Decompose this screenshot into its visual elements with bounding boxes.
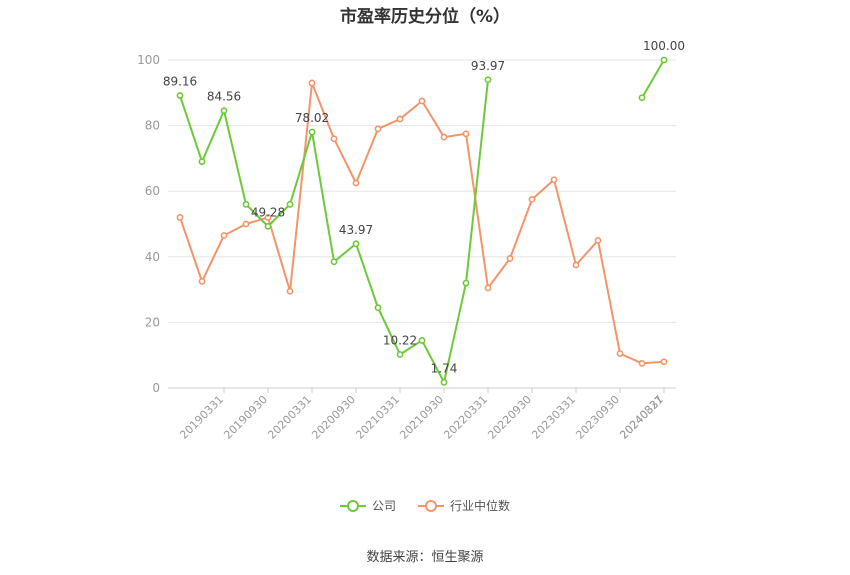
chart-title: 市盈率历史分位（%） (339, 7, 511, 27)
legend-item-industry-median[interactable]: 行业中位数 (418, 497, 510, 514)
data-point-company (660, 56, 668, 64)
data-point-industry-median (330, 135, 338, 143)
data-point-company (374, 304, 382, 312)
data-point-industry-median (176, 214, 184, 221)
data-point-industry-median (308, 79, 316, 87)
data-point-company (330, 258, 338, 266)
data-point-company (198, 158, 206, 166)
data-point-industry-median (484, 284, 492, 292)
data-point-company (352, 240, 360, 248)
x-tick-label: 20200930 (309, 393, 358, 442)
data-label: 100.00 (643, 39, 685, 53)
data-point-company (176, 92, 184, 99)
data-label: 89.16 (163, 75, 197, 89)
data-point-company (440, 378, 448, 386)
data-point-industry-median (220, 232, 228, 239)
data-labels: 89.16 84.56 49.28 78.02 43.97 10.22 1.74 93.97 1… (163, 39, 685, 375)
data-point-industry-median (660, 358, 668, 366)
data-label: 1.74 (431, 361, 458, 375)
x-tick-label: 20240827 (617, 393, 666, 442)
data-point-industry-median (528, 195, 536, 203)
data-point-company (484, 76, 492, 84)
data-point-company (418, 337, 426, 344)
data-point-industry-median (462, 130, 470, 138)
data-point-industry-median (198, 277, 206, 285)
legend-label-company: 公司 (371, 499, 396, 513)
data-point-company (396, 351, 404, 358)
data-point-industry-median (440, 133, 448, 141)
data-point-industry-median (594, 236, 602, 244)
data-label: 84.56 (207, 90, 241, 104)
y-tick-label: 100 (137, 53, 160, 67)
data-point-industry-median (286, 287, 294, 295)
data-label: 78.02 (295, 111, 329, 125)
y-tick-label: 80 (145, 119, 160, 133)
x-axis: 2019033120190930202003312020093020210331… (177, 388, 666, 442)
data-point-industry-median (242, 220, 250, 228)
data-label: 93.97 (471, 59, 505, 73)
data-point-industry-median (550, 176, 558, 184)
x-tick-label: 20230930 (573, 393, 622, 442)
data-label: 43.97 (339, 223, 373, 237)
y-tick-label: 40 (145, 250, 160, 264)
data-point-company (242, 200, 250, 208)
data-point-company (308, 128, 316, 136)
y-tick-label: 20 (145, 315, 160, 329)
data-point-industry-median (506, 255, 514, 262)
data-point-industry-median (264, 214, 272, 221)
series-line-industry-median (179, 81, 665, 365)
source-note: 数据来源：恒生聚源 (366, 550, 484, 565)
data-point-company (286, 200, 294, 208)
data-point-industry-median (638, 359, 646, 367)
x-tick-label: 20200331 (265, 393, 314, 442)
data-point-company (264, 222, 272, 230)
data-point-company (220, 107, 228, 115)
series-line-company (641, 59, 665, 99)
legend: 公司 行业中位数 (0, 497, 850, 514)
y-tick-label: 60 (145, 184, 160, 198)
grid-lines (168, 59, 676, 389)
data-label: 10.22 (383, 333, 417, 347)
data-point-industry-median (418, 97, 426, 105)
data-point-company (638, 94, 646, 102)
x-tick-label: 20210331 (353, 393, 402, 442)
legend-swatch-industry-median (418, 499, 444, 512)
legend-swatch-company (339, 499, 366, 512)
data-point-industry-median (374, 125, 382, 133)
data-point-industry-median (616, 350, 624, 357)
y-axis: 0 20 40 60 80 100 (137, 53, 160, 395)
x-tick-label: 20190930 (221, 393, 270, 442)
data-point-industry-median (396, 115, 404, 123)
x-tick-label: 20230331 (529, 393, 578, 442)
x-tick-label: 20190331 (177, 393, 226, 442)
data-point-industry-median (352, 179, 360, 187)
x-tick-label: 20220930 (485, 393, 534, 442)
data-label: 49.28 (251, 205, 285, 219)
x-tick-label: 20210930 (397, 393, 446, 442)
legend-label-industry-median: 行业中位数 (450, 499, 511, 513)
y-tick-label: 0 (152, 381, 160, 395)
data-point-company (462, 279, 470, 287)
data-point-industry-median (572, 261, 580, 269)
legend-item-company[interactable]: 公司 (339, 497, 396, 514)
x-tick-label: 20220331 (441, 393, 490, 442)
series-group (176, 56, 668, 386)
